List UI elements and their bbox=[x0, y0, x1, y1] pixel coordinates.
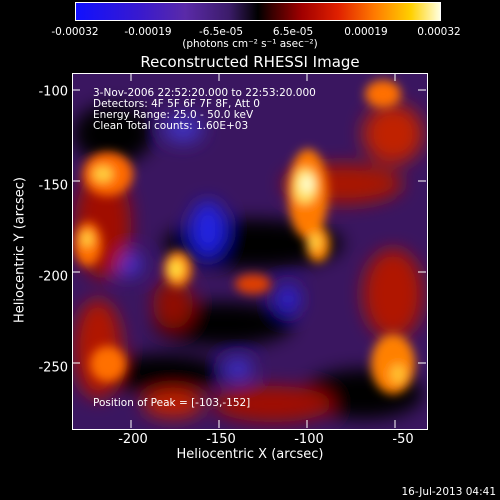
rhessi-image-map: 3-Nov-2006 22:52:20.000 to 22:53:20.000 … bbox=[72, 73, 428, 430]
colorbar-tick: 0.00019 bbox=[344, 26, 388, 38]
colorbar bbox=[75, 2, 441, 21]
y-tick-label: -150 bbox=[38, 178, 68, 194]
y-axis-label: Heliocentric Y (arcsec) bbox=[12, 177, 28, 323]
y-tick-label: -100 bbox=[38, 84, 68, 100]
colorbar-tick: -0.00032 bbox=[51, 26, 99, 38]
timestamp: 16-Jul-2013 04:41 bbox=[401, 486, 496, 498]
clean-info: Clean Total counts: 1.60E+03 bbox=[93, 120, 249, 132]
time-range: 3-Nov-2006 22:52:20.000 to 22:53:20.000 bbox=[93, 87, 316, 99]
peak-position: Position of Peak = [-103,-152] bbox=[93, 397, 251, 409]
colorbar-tick: -6.5e-05 bbox=[198, 26, 244, 38]
colorbar-tick: 6.5e-05 bbox=[272, 26, 314, 38]
image-title: Reconstructed RHESSI Image bbox=[140, 53, 360, 71]
x-axis-label: Heliocentric X (arcsec) bbox=[176, 447, 324, 462]
y-tick-label: -200 bbox=[38, 269, 68, 285]
colorbar-tick: 0.00032 bbox=[417, 26, 461, 38]
x-tick-label: -150 bbox=[206, 432, 236, 447]
colorbar-units: (photons cm⁻² s⁻¹ asec⁻²) bbox=[182, 38, 318, 50]
colorbar-tick: -0.00019 bbox=[124, 26, 172, 38]
y-tick-label: -250 bbox=[38, 360, 68, 376]
emission-map bbox=[73, 74, 427, 429]
energy-range: Energy Range: 25.0 - 50.0 keV bbox=[93, 109, 254, 121]
x-tick-label: -200 bbox=[118, 432, 148, 447]
detectors-info: Detectors: 4F 5F 6F 7F 8F, Att 0 bbox=[93, 98, 260, 110]
x-tick-label: -50 bbox=[392, 432, 414, 447]
x-tick-label: -100 bbox=[294, 432, 324, 447]
